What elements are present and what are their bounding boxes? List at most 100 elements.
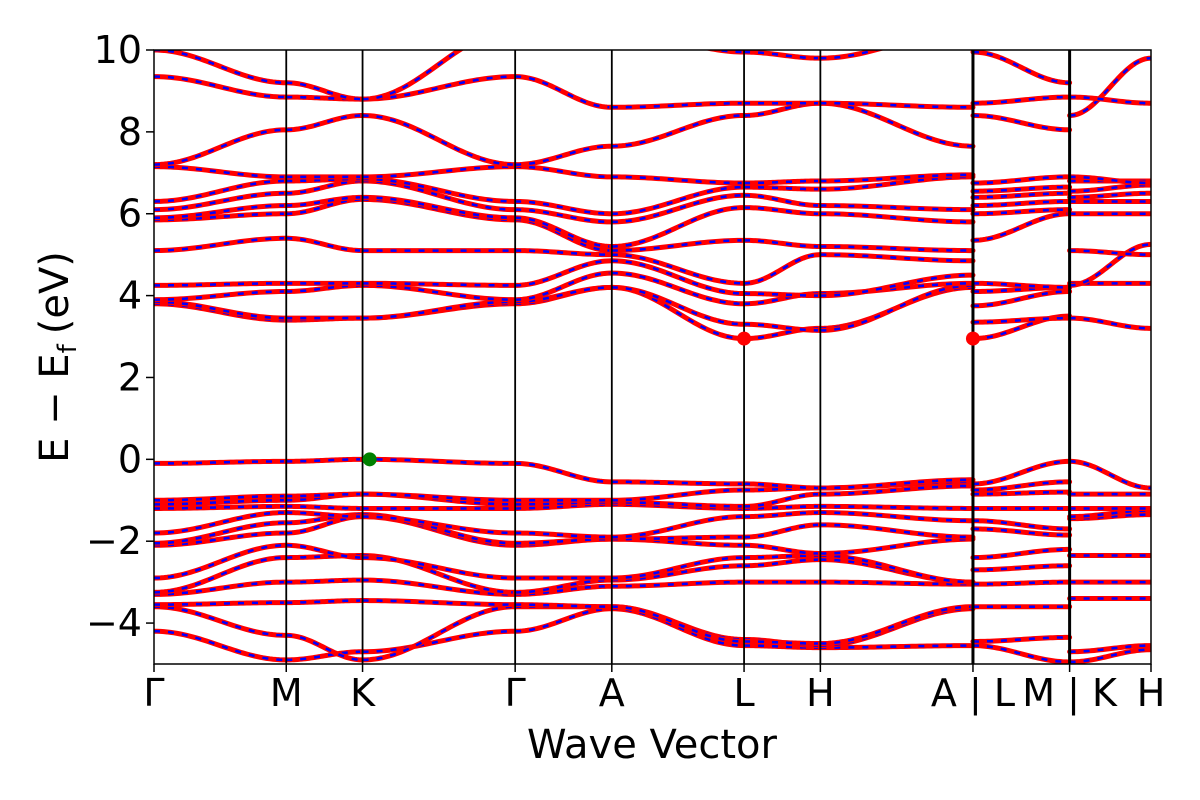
band-spin-down-3-20 [515, 208, 612, 224]
y-axis-label-unit: (eV) [32, 251, 78, 334]
band-spin-down-2-0 [362, 630, 516, 653]
band-spin-up-4-11 [609, 487, 747, 503]
marker-cbm-l [737, 331, 752, 346]
band-spin-up-8-20 [1067, 55, 1151, 118]
band-spin-down-6-12 [820, 478, 973, 490]
band-spin-down-4-16 [611, 259, 745, 295]
band-spin-up-5-6 [741, 542, 823, 556]
band-spin-up-2-23 [360, 112, 518, 168]
band-spin-up-3-12 [512, 460, 615, 485]
x-tick-label-4: A [599, 671, 625, 715]
band-spin-down-0-1 [154, 605, 287, 637]
y-axis-label: E − Ef (eV) [32, 251, 83, 463]
x-tick-label-9: H [1137, 671, 1166, 715]
band-spin-down-4-25 [710, 50, 745, 54]
y-ticks: −4 −2 0 2 4 6 8 10 [86, 28, 154, 645]
band-spin-down-3-24 [515, 75, 612, 109]
band-spin-down-7-1 [972, 644, 1070, 664]
band-spin-down-6-19 [820, 212, 973, 224]
band-spin-down-3-21 [515, 200, 612, 215]
band-spin-up-4-7 [609, 534, 747, 542]
band-spin-up-1-15 [283, 282, 366, 295]
band-spin-up-5-21 [741, 184, 823, 192]
band-spin-up-0-17 [154, 235, 289, 254]
band-spin-down-6-22 [820, 173, 973, 183]
band-spin-up-5-19 [741, 205, 823, 217]
marker-vbm [362, 452, 377, 467]
band-spin-up-1-8 [283, 510, 366, 520]
band-spin-up-7-23 [970, 112, 1073, 133]
band-spin-down-3-19 [515, 216, 612, 248]
band-spin-down-0-21 [154, 179, 287, 203]
band-spin-down-0-4 [154, 556, 287, 594]
band-spin-down-2-7 [362, 513, 516, 545]
band-spin-down-3-23 [515, 144, 612, 166]
band-spin-down-4-0 [611, 607, 745, 647]
band-spin-down-7-10 [972, 480, 1070, 492]
band-spin-down-7-21 [972, 185, 1070, 193]
band-spin-down-7-14 [972, 290, 1070, 308]
band-spin-up-4-12 [609, 479, 747, 487]
band-spin-up-5-20 [741, 192, 823, 209]
x-tick-label-5: L [733, 671, 754, 715]
x-tick-label-1: M [270, 671, 303, 715]
band-spin-down-6-10 [820, 484, 973, 496]
x-tick-label-7: A | L [931, 671, 1015, 716]
band-spin-up-1-20 [283, 178, 366, 196]
band-spin-down-7-9 [972, 490, 1070, 496]
band-spin-down-4-17 [611, 253, 745, 285]
x-tick-label-0: Γ [143, 671, 164, 715]
band-spin-down-2-8 [362, 515, 516, 535]
y-tick-label-0: −4 [86, 601, 142, 645]
band-spin-down-3-22 [515, 165, 612, 179]
band-spin-down-4-8 [611, 515, 745, 539]
band-spin-down-0-0 [154, 630, 287, 662]
band-spin-up-1-1 [283, 632, 366, 663]
marker-cbm-al [965, 331, 980, 346]
band-spin-down-4-2 [611, 605, 745, 643]
band-spin-up-0-19 [154, 203, 289, 221]
band-spin-up-1-0 [283, 649, 366, 663]
band-spin-up-4-10 [609, 499, 747, 509]
band-spin-down-3-4 [515, 578, 612, 594]
y-axis-label-main: E − E [32, 353, 78, 463]
band-spin-up-0-9 [154, 503, 289, 511]
band-spin-down-3-16 [515, 259, 612, 287]
band-spin-down-6-9 [820, 505, 973, 510]
band-spin-up-4-24 [609, 100, 747, 110]
band-spin-up-3-24 [512, 74, 615, 110]
band-spin-down-2-24 [362, 75, 516, 101]
band-spin-up-5-16 [741, 291, 823, 299]
band-spin-up-3-23 [512, 143, 615, 168]
band-spin-up-0-20 [154, 190, 289, 213]
band-spin-up-5-7 [741, 522, 823, 540]
y-tick-label-4: 4 [118, 274, 142, 318]
y-tick-label-3: 2 [118, 355, 142, 399]
band-spin-down-6-6 [820, 537, 973, 555]
band-spin-down-3-17 [515, 249, 612, 256]
band-spin-up-6-14 [817, 282, 976, 333]
band-spin-down-7-23 [972, 114, 1070, 132]
band-spin-down-7-22 [972, 175, 1070, 185]
band-spin-down-4-23 [611, 114, 745, 148]
band-spin-down-3-9 [515, 503, 612, 510]
y-tick-label-2: 0 [118, 437, 142, 481]
band-spin-down-7-12 [972, 314, 1070, 340]
x-tick-label-8: M | K [1022, 671, 1118, 716]
band-spin-down-6-3 [820, 580, 973, 586]
band-spin-down-2-3 [362, 578, 516, 596]
band-spin-up-8-16 [1067, 190, 1151, 200]
band-spin-down-2-5 [362, 556, 516, 580]
band-spin-down-7-25 [972, 50, 1070, 84]
band-spin-up-1-11 [283, 491, 366, 499]
band-spin-down-4-20 [611, 194, 745, 224]
band-spin-up-1-25 [283, 80, 366, 102]
band-spin-up-5-5 [741, 553, 823, 561]
band-spin-down-0-7 [154, 521, 287, 545]
band-spin-down-7-16 [972, 282, 1070, 289]
band-spin-down-2-11 [362, 492, 516, 502]
bands-layer [154, 50, 1151, 664]
band-spin-down-0-23 [154, 128, 287, 166]
band-spin-up-0-12 [154, 458, 289, 466]
